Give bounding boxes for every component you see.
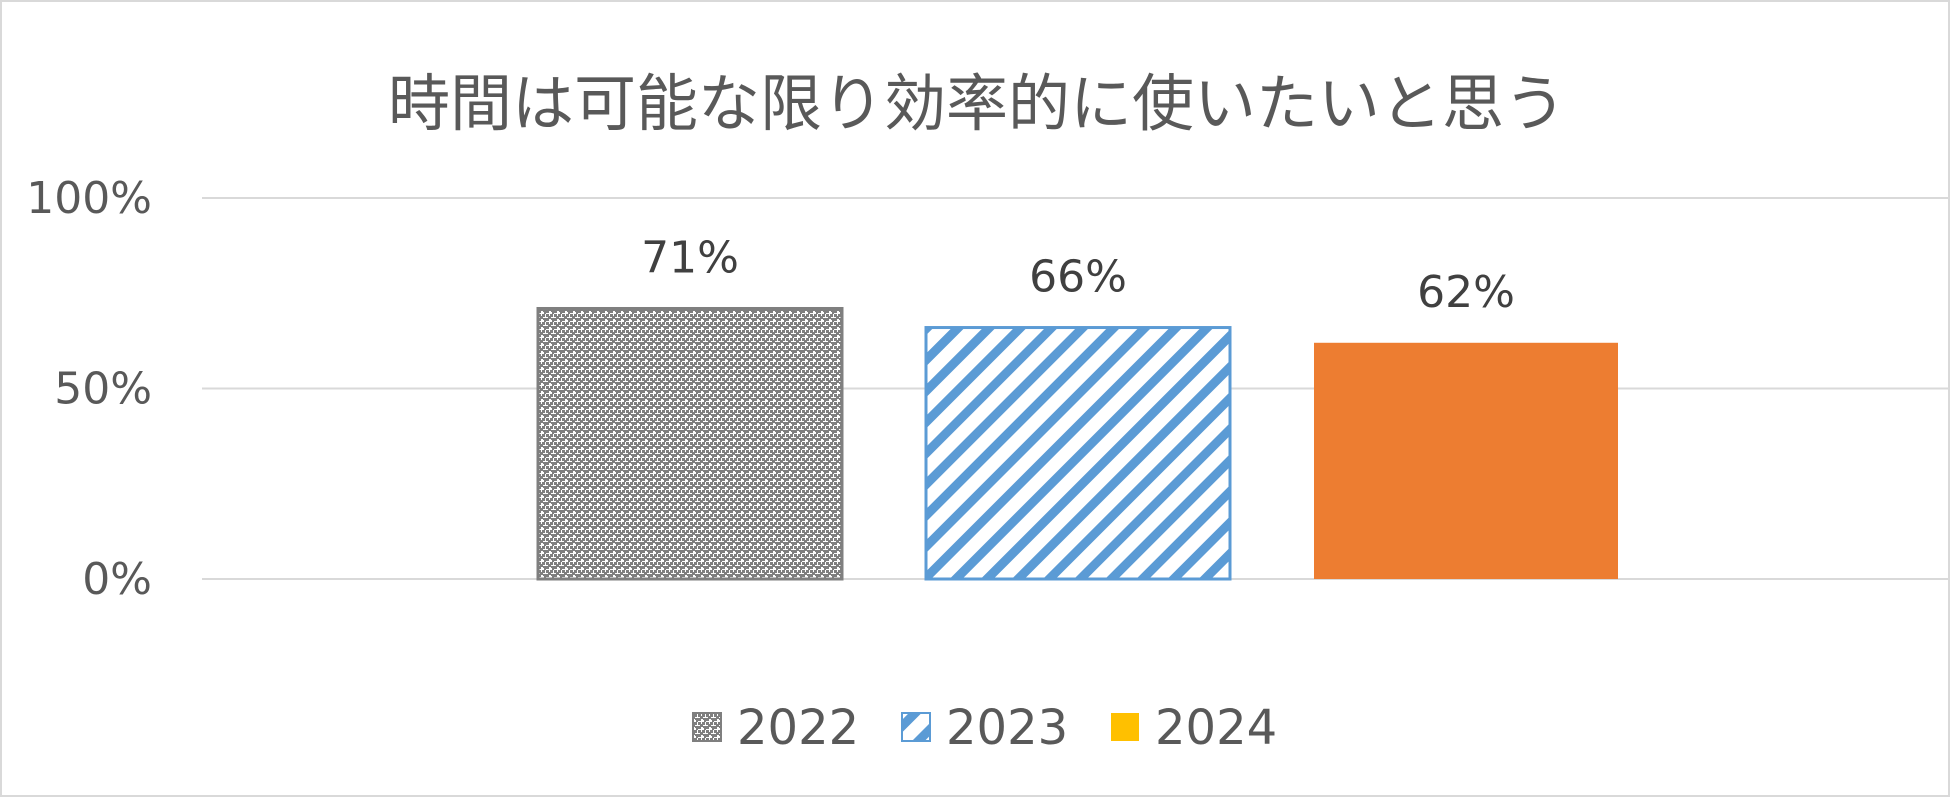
y-tick-label: 50% [54,364,152,415]
legend-label: 2023 [946,700,1068,756]
legend-swatch-2024 [1111,713,1139,741]
y-tick-label: 100% [26,173,152,224]
legend-swatch-2023 [901,712,931,742]
data-label: 71% [641,232,739,283]
y-axis-ticks: 0% 50% 100% [26,173,152,605]
data-label: 66% [1029,252,1127,303]
y-tick-label: 0% [82,554,152,605]
bar-2022 [536,306,844,581]
legend: 2022 2023 2024 [692,700,1277,756]
legend-label: 2024 [1155,700,1277,756]
chart-title: 時間は可能な限り効率的に使いたいと思う [388,67,1566,140]
data-labels: 71% 66% 62% [641,232,1515,317]
bar-2023 [924,326,1232,581]
data-label: 62% [1417,267,1515,318]
legend-swatch-2022 [692,712,722,742]
bars [536,306,1618,581]
legend-label: 2022 [737,700,859,756]
bar-2024 [1314,342,1618,579]
